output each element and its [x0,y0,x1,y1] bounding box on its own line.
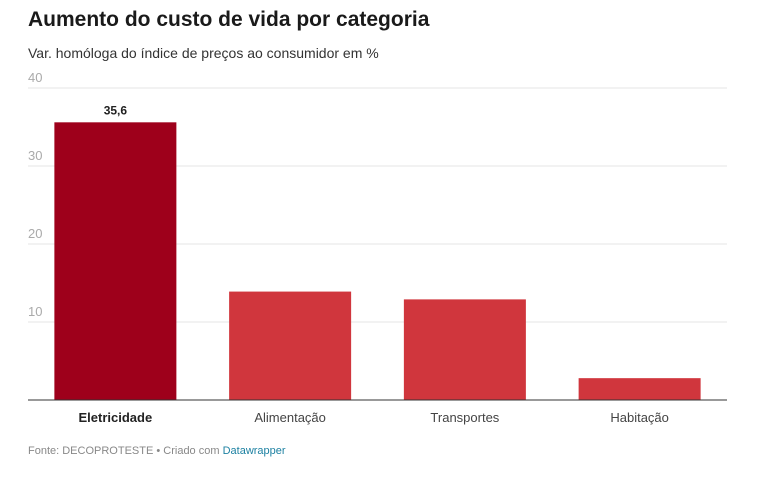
bar-1 [229,291,352,400]
bar-2 [403,299,526,400]
chart-footer: Fonte: DECOPROTESTE • Criado com Datawra… [28,445,286,457]
source-note: Fonte: DECOPROTESTE • Criado com [28,445,223,457]
bar-0 [54,122,177,400]
x-tick-label: Habitação [610,410,669,425]
y-tick-label: 20 [28,226,42,241]
chart-title: Aumento do custo de vida por categoria [28,8,430,31]
y-tick-label: 10 [28,304,42,319]
chart-subtitle: Var. homóloga do índice de preços ao con… [28,45,379,61]
x-tick-label: Transportes [430,410,499,425]
y-tick-label: 30 [28,148,42,163]
datawrapper-link[interactable]: Datawrapper [222,445,286,457]
x-tick-label: Alimentação [254,410,326,425]
data-label: 35,6 [104,103,128,117]
y-tick-label: 40 [28,70,42,85]
x-tick-label: Eletricidade [79,410,153,425]
bar-3 [578,378,701,400]
